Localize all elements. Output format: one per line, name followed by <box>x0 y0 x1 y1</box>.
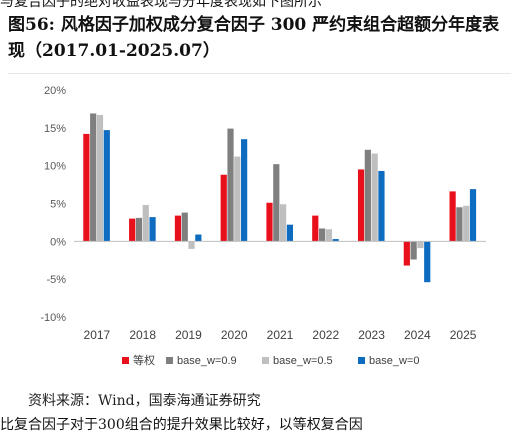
bar-chart: -10% -5% 0% 5% 10% 15% 20% 2017 2018 2019 2020 2021… <box>40 85 486 367</box>
bar <box>280 204 287 242</box>
bar <box>424 241 431 283</box>
legend-swatch <box>358 357 365 364</box>
bar <box>417 241 424 249</box>
bar <box>220 174 227 242</box>
x-tick-label: 2022 <box>312 328 339 342</box>
x-tick-label: 2019 <box>175 328 202 342</box>
legend-swatch <box>262 357 269 364</box>
bar <box>312 215 319 242</box>
bar <box>149 217 156 242</box>
bar <box>96 114 104 242</box>
figure-title: 图56: 风格因子加权成分复合因子 300 严约束组合超额分年度表现（2017.… <box>8 15 500 61</box>
bar <box>332 239 339 242</box>
footer-fragment: 比复合因子对于300组合的提升效果比较好，以等权复合因 <box>0 417 363 432</box>
bar <box>195 234 202 242</box>
bar <box>227 128 234 242</box>
bar <box>234 156 241 242</box>
bar <box>188 241 195 249</box>
bar <box>357 169 365 242</box>
y-tick-label: 0% <box>50 236 66 248</box>
legend-label: base_w=0.9 <box>177 355 237 367</box>
x-tick-label: 2025 <box>450 328 477 342</box>
bar <box>90 113 97 242</box>
y-tick-label: 10% <box>44 161 66 173</box>
y-tick-label: -10% <box>40 312 66 324</box>
bar <box>286 224 293 242</box>
bar <box>181 212 188 242</box>
y-tick-label: 20% <box>44 85 66 97</box>
bar <box>318 228 326 242</box>
bar <box>273 164 280 242</box>
bar <box>378 170 385 242</box>
bar <box>325 229 332 242</box>
bar <box>364 149 371 242</box>
bar <box>449 191 456 242</box>
bar <box>456 207 463 242</box>
x-tick-label: 2021 <box>267 328 294 342</box>
bar <box>463 205 470 242</box>
bar <box>103 130 110 242</box>
y-tick-label: 5% <box>50 199 66 211</box>
bar <box>410 241 417 260</box>
legend-swatch <box>122 357 129 364</box>
bar <box>266 202 273 242</box>
bar <box>135 217 143 242</box>
source-note: 资料来源：Wind，国泰海通证券研究 <box>28 393 261 409</box>
bar <box>174 215 182 242</box>
y-tick-label: -5% <box>46 274 66 286</box>
x-tick-label: 2020 <box>221 328 248 342</box>
header-fragment: 与复合因子的绝对收益表现与分年度表现如下图所示 <box>0 0 322 9</box>
legend-label: base_w=0 <box>369 355 419 367</box>
legend-label: base_w=0.5 <box>273 355 333 367</box>
x-tick-label: 2018 <box>129 328 156 342</box>
chart-area: -10% -5% 0% 5% 10% 15% 20% 2017 2018 2019 2020 2021… <box>8 73 511 384</box>
bar <box>142 205 149 242</box>
y-tick-label: 15% <box>44 123 66 135</box>
x-tick-label: 2017 <box>84 328 111 342</box>
legend-swatch <box>166 357 173 364</box>
bar <box>83 133 90 242</box>
bar <box>469 189 477 242</box>
bar <box>129 218 136 242</box>
bar <box>371 153 378 242</box>
bar <box>241 139 248 242</box>
legend-label: 等权 <box>133 353 155 367</box>
x-tick-label: 2024 <box>404 328 431 342</box>
bar <box>403 241 410 266</box>
x-tick-label: 2023 <box>358 328 385 342</box>
